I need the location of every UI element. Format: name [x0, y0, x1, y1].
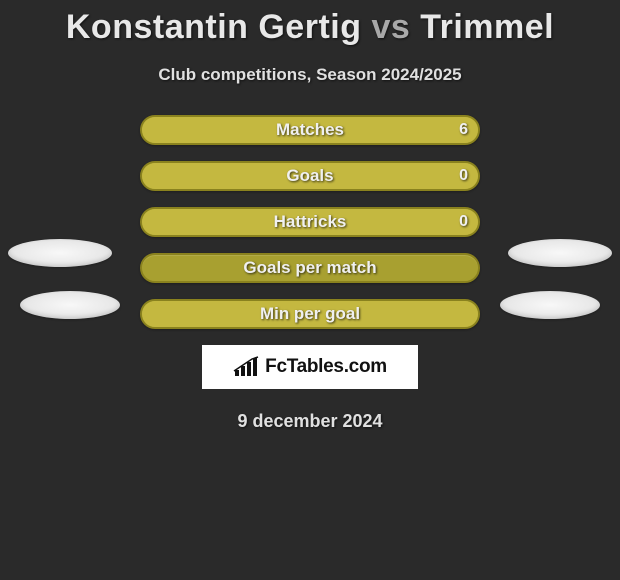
- stat-row: Goals per match: [140, 253, 480, 283]
- stat-label: Goals: [286, 166, 333, 186]
- date-label: 9 december 2024: [0, 411, 620, 432]
- stat-value-right: 0: [459, 167, 468, 185]
- stat-row: Matches 6: [140, 115, 480, 145]
- stat-value-right: 6: [459, 121, 468, 139]
- page-title: Konstantin Gertig vs Trimmel: [0, 8, 620, 47]
- vs-separator: vs: [371, 8, 410, 46]
- bar-chart-icon: [233, 356, 259, 378]
- stats-block: Matches 6 Goals 0 Hattricks 0 Goals per match M…: [0, 115, 620, 329]
- decorative-ellipse: [508, 239, 612, 267]
- decorative-ellipse: [20, 291, 120, 319]
- logo-text: FcTables.com: [265, 356, 387, 378]
- stat-value-right: 0: [459, 213, 468, 231]
- stat-row: Hattricks 0: [140, 207, 480, 237]
- stat-row: Min per goal: [140, 299, 480, 329]
- stat-label: Min per goal: [260, 304, 360, 324]
- player-right-name: Trimmel: [420, 8, 554, 46]
- stat-row: Goals 0: [140, 161, 480, 191]
- comparison-card: Konstantin Gertig vs Trimmel Club compet…: [0, 0, 620, 432]
- stat-label: Goals per match: [243, 258, 376, 278]
- subtitle: Club competitions, Season 2024/2025: [0, 65, 620, 85]
- stat-label: Hattricks: [274, 212, 347, 232]
- player-left-name: Konstantin Gertig: [66, 8, 362, 46]
- decorative-ellipse: [500, 291, 600, 319]
- fctables-logo: FcTables.com: [202, 345, 418, 389]
- decorative-ellipse: [8, 239, 112, 267]
- stat-label: Matches: [276, 120, 344, 140]
